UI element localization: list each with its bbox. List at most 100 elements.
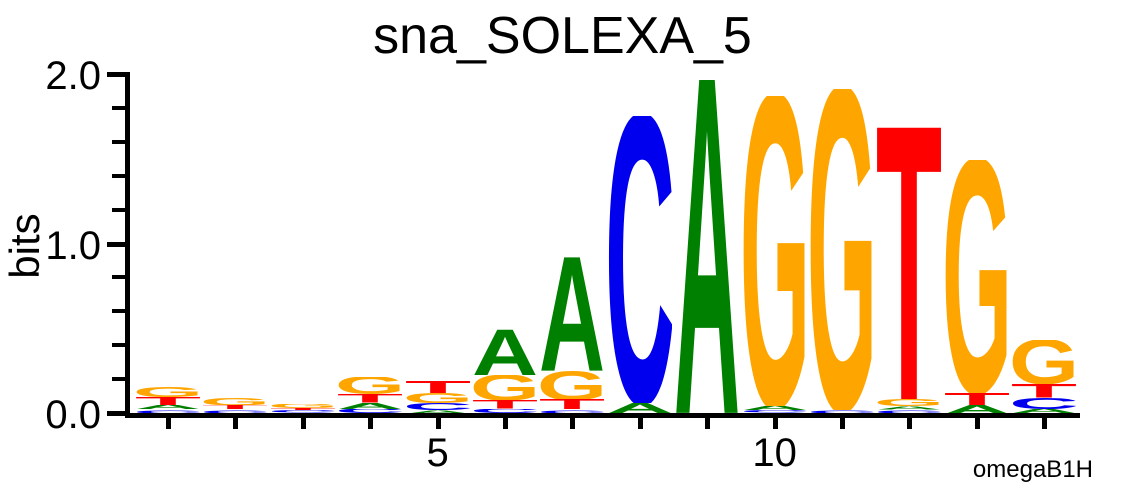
y-tick-label: 2.0 (45, 54, 101, 98)
base-glyph-C: C (136, 410, 200, 413)
base-glyph-A: A (743, 406, 807, 410)
svg-text:A: A (608, 403, 672, 413)
base-glyph-G: G (338, 377, 402, 394)
logo-letter-A: A (406, 410, 470, 413)
y-axis-line (125, 72, 130, 418)
base-glyph-C: C (877, 410, 941, 413)
logo-letter-G: G (877, 399, 941, 406)
logo-letter-C: C (608, 116, 672, 402)
logo-letter-G: G (136, 387, 200, 397)
base-glyph-A: A (540, 257, 604, 371)
y-minor-tick (112, 377, 125, 382)
svg-text:A: A (540, 257, 604, 371)
logo-letter-G: G (406, 393, 470, 403)
base-glyph-C: C (473, 409, 537, 413)
svg-text:A: A (877, 406, 941, 409)
base-glyph-A: A (675, 79, 739, 413)
logo-letter-C: C (743, 410, 807, 413)
x-tick (166, 418, 171, 429)
base-glyph-T: T (877, 127, 941, 400)
x-tick (368, 418, 374, 429)
svg-text:T: T (338, 394, 402, 402)
svg-text:C: C (473, 409, 537, 413)
logo-letter-C: C (203, 410, 267, 413)
logo-letter-C: C (810, 410, 874, 413)
y-major-tick (107, 241, 125, 247)
logo-letter-G: G (271, 404, 335, 408)
x-tick-label: 5 (426, 431, 449, 475)
logo-letter-T: T (406, 381, 470, 393)
y-tick-label: 1.0 (45, 223, 101, 268)
svg-text:C: C (877, 410, 941, 413)
chart-title: sna_SOLEXA_5 (373, 7, 752, 65)
base-glyph-A: A (877, 406, 941, 409)
svg-text:A: A (675, 79, 739, 413)
base-glyph-C: C (608, 116, 672, 402)
svg-text:G: G (945, 160, 1009, 392)
base-glyph-G: G (203, 398, 267, 406)
logo-letter-C: C (540, 410, 604, 413)
base-glyph-C: C (203, 410, 267, 413)
x-tick (435, 418, 441, 429)
logo-letter-T: T (271, 408, 335, 411)
svg-text:C: C (743, 410, 807, 413)
logo-letter-G: G (945, 160, 1009, 392)
svg-text:C: C (338, 409, 402, 413)
logo-letter-T: T (203, 405, 267, 409)
base-glyph-G: G (945, 160, 1009, 392)
base-glyph-G: G (1012, 340, 1076, 384)
base-glyph-C: C (810, 410, 874, 413)
base-glyph-T: T (338, 394, 402, 402)
x-tick (1042, 418, 1048, 429)
svg-text:T: T (473, 400, 537, 408)
svg-text:C: C (810, 410, 874, 413)
svg-text:A: A (338, 403, 402, 409)
logo-letter-A: A (136, 405, 200, 409)
svg-text:C: C (406, 403, 470, 410)
logo-letter-A: A (1012, 409, 1076, 413)
logo-letter-G: G (810, 89, 874, 409)
x-axis-line (125, 413, 1080, 418)
x-tick-label: 10 (752, 431, 797, 475)
x-tick (772, 418, 778, 429)
base-glyph-A: A (608, 403, 672, 413)
base-glyph-T: T (136, 397, 200, 405)
base-glyph-C: C (406, 403, 470, 410)
svg-text:C: C (1012, 398, 1076, 409)
base-glyph-G: G (136, 387, 200, 397)
base-glyph-G: G (877, 399, 941, 406)
svg-text:T: T (271, 408, 335, 411)
base-glyph-A: A (406, 410, 470, 413)
y-major-tick (107, 72, 125, 77)
base-glyph-T: T (540, 399, 604, 409)
svg-text:A: A (1012, 409, 1076, 413)
svg-text:G: G (338, 377, 402, 394)
base-glyph-G: G (540, 371, 604, 400)
svg-text:G: G (540, 371, 604, 400)
logo-letter-T: T (877, 127, 941, 400)
svg-text:G: G (473, 375, 537, 400)
x-tick (705, 418, 711, 429)
y-minor-tick (112, 309, 125, 314)
logo-letter-A: A (608, 403, 672, 413)
logo-letter-C: C (338, 409, 402, 413)
logo-letter-C: C (473, 409, 537, 413)
logo-letter-C: C (406, 403, 470, 410)
logo-letter-A: A (675, 79, 739, 413)
watermark-label: omegaB1H (972, 456, 1093, 483)
base-glyph-C: C (271, 410, 335, 413)
base-glyph-C: C (338, 409, 402, 413)
base-glyph-G: G (810, 89, 874, 409)
logo-letter-G: G (743, 96, 807, 406)
y-minor-tick (112, 275, 125, 280)
svg-text:A: A (136, 405, 200, 409)
logo-letter-G: G (1012, 340, 1076, 384)
logo-letter-A: A (743, 406, 807, 410)
base-glyph-T: T (406, 381, 470, 393)
x-tick (907, 418, 913, 429)
svg-text:T: T (877, 127, 941, 400)
svg-text:A: A (743, 406, 807, 410)
y-tick-label: 0.0 (45, 393, 101, 437)
svg-text:C: C (608, 116, 672, 402)
